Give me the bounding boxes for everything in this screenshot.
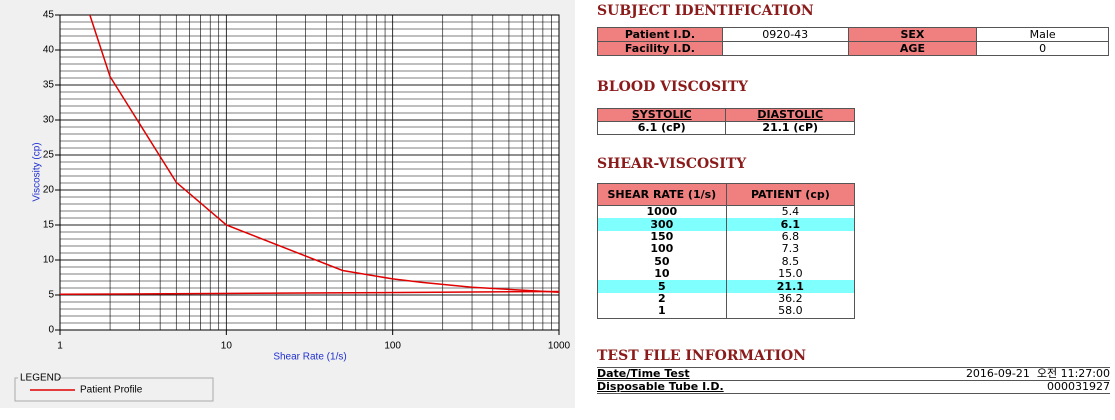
section-title: SUBJECT IDENTIFICATION bbox=[597, 3, 814, 19]
y-tick-label: 35 bbox=[43, 80, 55, 91]
table-cell: 300 bbox=[597, 218, 727, 231]
chart-panel: Shear Rate (1/s) Viscosity (cp) LEGEND 0… bbox=[0, 0, 575, 408]
table-row: 2 36.2 bbox=[597, 292, 856, 306]
table-cell: 36.2 bbox=[725, 292, 856, 306]
table-cell: 6.8 bbox=[725, 230, 856, 244]
y-axis-label: Viscosity (cp) bbox=[32, 142, 43, 201]
table-cell: Facility I.D. bbox=[597, 41, 723, 56]
y-tick-label: 30 bbox=[43, 115, 55, 126]
table-cell: PATIENT (cp) bbox=[725, 183, 856, 206]
y-tick-label: 40 bbox=[43, 45, 55, 56]
legend-title-bg bbox=[18, 372, 58, 383]
table-cell: 7.3 bbox=[725, 243, 856, 256]
table-cell: 2 bbox=[597, 292, 727, 306]
x-tick-label: 1 bbox=[57, 341, 63, 352]
y-tick-label: 15 bbox=[43, 220, 55, 231]
table-row: 10 15.0 bbox=[597, 267, 856, 281]
table-row: SYSTOLIC DIASTOLIC bbox=[596, 108, 855, 122]
table-cell: 0 bbox=[976, 41, 1109, 56]
table-row: SHEAR RATE (1/s) PATIENT (cp) bbox=[597, 183, 856, 206]
table-cell: 6.1 bbox=[725, 218, 856, 231]
table-cell: 15.0 bbox=[725, 267, 856, 281]
table-cell: 21.1 bbox=[725, 280, 856, 293]
subject-table: Patient I.D. 0920-43 SEX Male Facility I.D. A… bbox=[597, 27, 1109, 56]
table-row: Facility I.D. AGE 0 bbox=[597, 41, 1109, 56]
table-cell: 58.0 bbox=[725, 305, 856, 319]
table-cell: 100 bbox=[597, 243, 727, 256]
table-row: 1 58.0 bbox=[597, 305, 856, 319]
table-row: 5 21.1 bbox=[597, 280, 856, 293]
table-cell: 5.4 bbox=[725, 205, 856, 219]
blood-table: SYSTOLIC DIASTOLIC 6.1 (cP) 21.1 (cP) bbox=[596, 108, 855, 135]
table-row: 300 6.1 bbox=[597, 218, 856, 231]
y-tick-label: 45 bbox=[43, 10, 55, 21]
x-tick-label: 1000 bbox=[548, 341, 571, 352]
table-cell: 5 bbox=[597, 280, 727, 293]
legend-box bbox=[14, 377, 214, 402]
table-cell: Male bbox=[976, 27, 1109, 42]
table-cell: 1 bbox=[597, 305, 727, 319]
table-cell bbox=[721, 41, 849, 56]
table-cell: 150 bbox=[597, 230, 727, 244]
table-row: 1000 5.4 bbox=[597, 205, 856, 219]
table-cell: SYSTOLIC bbox=[596, 108, 727, 122]
table-cell: Disposable Tube I.D. bbox=[597, 380, 853, 394]
section-title: BLOOD VISCOSITY bbox=[597, 79, 749, 95]
table-cell: SHEAR RATE (1/s) bbox=[597, 183, 727, 206]
shear-table: SHEAR RATE (1/s) PATIENT (cp) 1000 5.4 300 6.… bbox=[597, 183, 856, 319]
table-cell: 6.1 (cP) bbox=[596, 121, 727, 135]
table-cell: 21.1 (cP) bbox=[725, 121, 855, 135]
legend-label: Patient Profile bbox=[80, 385, 143, 396]
data-line bbox=[89, 15, 559, 293]
table-cell: 50 bbox=[597, 255, 727, 268]
y-tick-label: 10 bbox=[43, 255, 55, 266]
table-cell: 10 bbox=[597, 267, 727, 281]
test-file-table: Date/Time Test 2016-09-21 오전 11:27:00 Disp… bbox=[597, 367, 1110, 394]
table-row: Disposable Tube I.D. 000031927 bbox=[597, 380, 1110, 394]
table-row: 50 8.5 bbox=[597, 255, 856, 268]
table-cell: 0920-43 bbox=[721, 27, 849, 42]
table-cell: Patient I.D. bbox=[597, 27, 723, 42]
legend-title: LEGEND bbox=[20, 373, 61, 384]
x-tick-label: 10 bbox=[221, 341, 233, 352]
table-row: Date/Time Test 2016-09-21 오전 11:27:00 bbox=[597, 367, 1110, 381]
x-tick-label: 100 bbox=[384, 341, 401, 352]
section-title: TEST FILE INFORMATION bbox=[597, 348, 807, 364]
table-cell: 1000 bbox=[597, 205, 727, 219]
table-cell: DIASTOLIC bbox=[725, 108, 855, 122]
table-cell: AGE bbox=[847, 41, 978, 56]
plot-area bbox=[59, 14, 560, 331]
data-line bbox=[60, 290, 559, 296]
y-tick-label: 5 bbox=[48, 290, 54, 301]
table-cell: 000031927 bbox=[853, 380, 1110, 394]
table-row: 6.1 (cP) 21.1 (cP) bbox=[596, 121, 855, 135]
table-cell: SEX bbox=[847, 27, 978, 42]
table-cell: 8.5 bbox=[725, 255, 856, 268]
table-cell: 2016-09-21 오전 11:27:00 bbox=[853, 367, 1110, 381]
section-title: SHEAR-VISCOSITY bbox=[597, 156, 747, 172]
y-tick-label: 0 bbox=[48, 325, 54, 336]
x-axis-label: Shear Rate (1/s) bbox=[273, 352, 346, 363]
table-cell: Date/Time Test bbox=[597, 367, 853, 381]
table-row: Patient I.D. 0920-43 SEX Male bbox=[597, 27, 1109, 42]
table-row: 150 6.8 bbox=[597, 230, 856, 244]
y-tick-label: 25 bbox=[43, 150, 55, 161]
y-tick-label: 20 bbox=[43, 185, 55, 196]
table-row: 100 7.3 bbox=[597, 243, 856, 256]
